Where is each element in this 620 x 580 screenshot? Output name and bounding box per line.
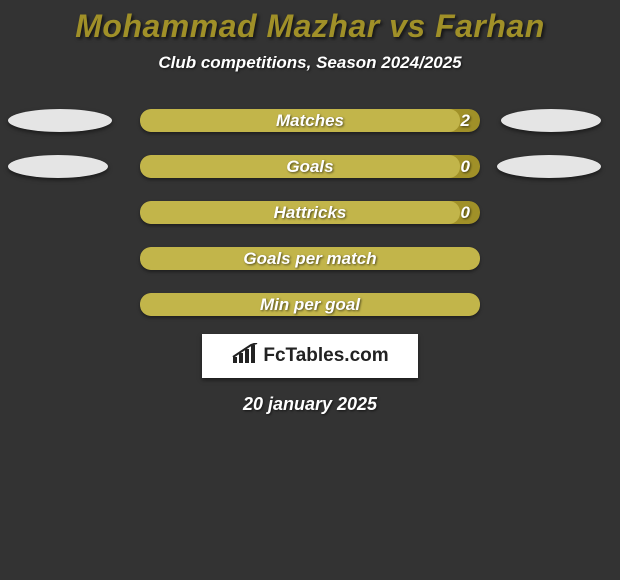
stat-row: Min per goal [0,293,620,316]
stat-bar: Min per goal [140,293,480,316]
logo-text: FcTables.com [263,345,388,367]
stat-bar: Matches2 [140,109,480,132]
stat-label: Hattricks [140,201,480,224]
subtitle: Club competitions, Season 2024/2025 [0,53,620,73]
stat-bar: Goals0 [140,155,480,178]
stat-label: Goals per match [140,247,480,270]
stat-row: Matches2 [0,109,620,132]
stat-label: Goals [140,155,480,178]
stat-row: Hattricks0 [0,201,620,224]
stat-value: 0 [461,155,470,178]
logo-box: FcTables.com [202,334,418,378]
left-marker-ellipse [8,155,108,178]
stat-row: Goals per match [0,247,620,270]
right-marker-ellipse [501,109,601,132]
stat-row: Goals0 [0,155,620,178]
stat-bar: Goals per match [140,247,480,270]
stat-bar: Hattricks0 [140,201,480,224]
stat-label: Min per goal [140,293,480,316]
stat-value: 0 [461,201,470,224]
stat-label: Matches [140,109,480,132]
date-label: 20 january 2025 [0,394,620,415]
stat-rows: Matches2Goals0Hattricks0Goals per matchM… [0,109,620,316]
stat-value: 2 [461,109,470,132]
bar-chart-icon [231,343,259,370]
comparison-infographic: Mohammad Mazhar vs Farhan Club competiti… [0,0,620,580]
page-title: Mohammad Mazhar vs Farhan [0,0,620,45]
right-marker-ellipse [497,155,601,178]
left-marker-ellipse [8,109,112,132]
